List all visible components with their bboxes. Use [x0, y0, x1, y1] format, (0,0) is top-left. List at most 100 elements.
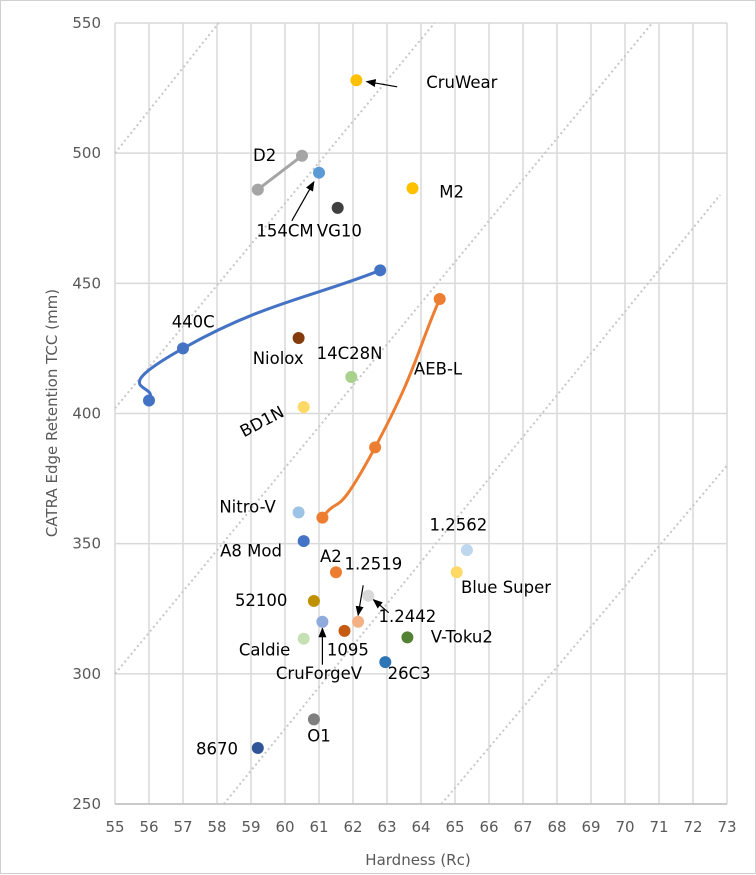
- data-label-d2: D2: [253, 146, 276, 165]
- data-label-vg10: VG10: [317, 221, 362, 240]
- data-point-154cm: [313, 166, 325, 179]
- data-labels: 440C AEB-L D2 CruWear 154CM VG10 M2 Niolox 14C28…: [172, 73, 552, 758]
- x-tick-label: 67: [513, 818, 532, 836]
- x-tick-label: 70: [615, 818, 634, 836]
- x-tick-label: 63: [377, 818, 396, 836]
- 154cm-arrow: [291, 180, 315, 222]
- x-tick-label: 56: [139, 818, 158, 836]
- data-point-d2: [296, 149, 308, 162]
- data-label-bd1n: BD1N: [237, 402, 287, 441]
- x-tick-label: 59: [241, 818, 260, 836]
- data-label-440c: 440C: [172, 313, 215, 332]
- x-tick-label: 66: [479, 818, 498, 836]
- data-point-o1: [307, 713, 320, 726]
- x-tick-label: 61: [309, 818, 328, 836]
- data-point-a2: [330, 566, 342, 579]
- data-label-26c3: 26C3: [388, 664, 431, 683]
- x-tick-label: 65: [445, 818, 464, 836]
- gridlines: [114, 22, 728, 805]
- 1.2519-arrow: [355, 585, 364, 617]
- x-tick-label: 68: [547, 818, 566, 836]
- data-point-cruforgev: [316, 615, 329, 628]
- x-tick-label: 72: [683, 818, 702, 836]
- y-tick-label: 400: [72, 405, 101, 423]
- data-label-cruforgev: CruForgeV: [276, 664, 363, 683]
- axes: 55 56 57 58 59 60 61 62 63 64 65 66 67 68 69 70 71 72 73 25…: [72, 14, 736, 836]
- data-label-14c28n: 14C28N: [317, 344, 383, 363]
- data-point-vg10: [331, 201, 344, 214]
- data-point-440c: [143, 394, 155, 407]
- x-tick-label: 73: [717, 818, 736, 836]
- 1.2442-arrow: [372, 598, 390, 614]
- y-tick-label: 450: [72, 274, 101, 292]
- ref-line-3: [114, 22, 653, 675]
- annotation-arrows: [291, 79, 398, 665]
- data-point-1-2442: [362, 589, 375, 602]
- data-point-niolox: [292, 332, 305, 345]
- data-point-440c: [177, 342, 189, 355]
- data-label-1095: 1095: [327, 641, 369, 660]
- data-label-m2: M2: [439, 182, 464, 201]
- data-point-nitro-v: [292, 506, 305, 519]
- data-point-1095: [338, 624, 351, 637]
- data-label-aeb-l: AEB-L: [414, 359, 463, 378]
- data-label-1-2519: 1.2519: [345, 555, 403, 574]
- x-axis-title: Hardness (Rc): [365, 851, 470, 869]
- data-point-d2: [251, 183, 264, 196]
- data-point-8670: [251, 742, 264, 755]
- data-point-cruwear: [350, 74, 363, 87]
- data-label-1-2442: 1.2442: [379, 607, 437, 626]
- data-point-m2: [406, 182, 419, 195]
- data-label-blue-super: Blue Super: [461, 578, 551, 597]
- data-label-a8-mod: A8 Mod: [220, 542, 282, 561]
- data-point-bd1n: [297, 400, 310, 413]
- data-point-aeb-l: [369, 441, 382, 454]
- data-point-1-2519: [352, 615, 365, 628]
- series-line-440c: [137, 268, 381, 402]
- x-tick-label: 58: [207, 818, 226, 836]
- x-tick-label: 69: [581, 818, 600, 836]
- data-label-a2: A2: [320, 547, 342, 566]
- y-tick-label: 250: [72, 795, 101, 813]
- data-label-o1: O1: [307, 727, 331, 746]
- y-tick-label: 500: [72, 144, 101, 162]
- reference-lines: [114, 22, 728, 805]
- data-label-cruwear: CruWear: [426, 73, 497, 92]
- ref-line-4: [223, 194, 721, 805]
- x-tick-label: 64: [411, 818, 430, 836]
- ref-line-2: [114, 22, 436, 409]
- y-axis-title: CATRA Edge Retention TCC (mm): [43, 289, 61, 537]
- data-label-niolox: Niolox: [253, 349, 304, 368]
- data-point-a8-mod: [297, 535, 310, 548]
- data-label-v-toku2: V-Toku2: [431, 628, 493, 647]
- data-point-aeb-l: [433, 292, 446, 305]
- data-label-nitro-v: Nitro-V: [219, 497, 276, 516]
- data-label-caldie: Caldie: [239, 641, 290, 660]
- data-point-52100: [307, 594, 320, 607]
- x-tick-label: 62: [343, 818, 362, 836]
- data-point-aeb-l: [316, 511, 329, 524]
- data-points: [143, 74, 473, 755]
- data-point-caldie: [297, 632, 310, 645]
- y-tick-label: 550: [72, 14, 101, 32]
- y-tick-label: 300: [72, 665, 101, 683]
- data-point-440c: [374, 264, 387, 277]
- x-tick-label: 55: [105, 818, 124, 836]
- data-point-blue-super: [450, 566, 463, 579]
- data-point-1-2562: [460, 544, 473, 557]
- data-point-26c3: [379, 656, 392, 669]
- series-line-d2: [256, 154, 303, 191]
- data-label-1-2562: 1.2562: [430, 516, 488, 535]
- data-point-14c28n: [345, 371, 358, 384]
- data-label-154cm: 154CM: [256, 221, 313, 240]
- series-lines: [137, 154, 442, 519]
- ref-line-1: [114, 22, 220, 154]
- x-tick-label: 71: [649, 818, 668, 836]
- y-tick-label: 350: [72, 535, 101, 553]
- cruwear-arrow: [365, 79, 398, 88]
- ref-line-5: [440, 464, 728, 805]
- data-label-8670: 8670: [196, 740, 238, 759]
- data-label-52100: 52100: [235, 591, 288, 610]
- series-line-aeb-l: [321, 298, 442, 519]
